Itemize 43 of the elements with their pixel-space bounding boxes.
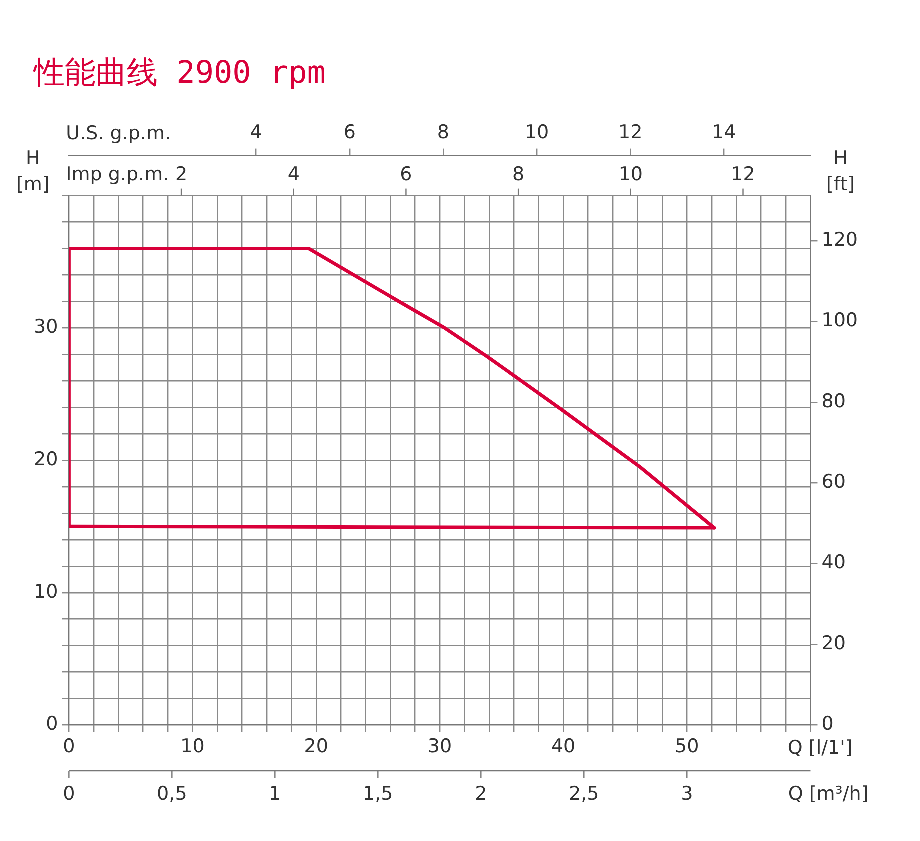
y2-tick-label: 60	[822, 471, 846, 494]
y2-tick-label: 100	[822, 310, 858, 332]
text: Q [m³/h]	[788, 782, 869, 805]
x2-tick-label: 14	[712, 121, 736, 144]
x2-tick-label: 4	[250, 121, 262, 144]
text: 1	[269, 782, 282, 805]
text: 4	[288, 164, 300, 186]
y-tick-label: 30	[34, 316, 58, 338]
text: 2	[475, 782, 488, 805]
text: 12	[731, 164, 756, 186]
x-tick-label: 10	[180, 736, 205, 758]
x-tick-label: 40	[551, 736, 576, 758]
text: 0,5	[157, 782, 188, 805]
chart-title: 性能曲线 2900 rpm	[34, 54, 326, 93]
y-tick-label: 10	[34, 580, 58, 603]
text: 10	[618, 164, 643, 186]
x-tick-label: 0	[63, 736, 76, 758]
text: 0	[63, 782, 76, 805]
text: 6	[400, 164, 412, 186]
y2-axis-title: H [ft]	[826, 148, 856, 196]
y2-tick-label: 20	[822, 632, 846, 654]
text: 8	[512, 164, 525, 186]
x-tick-label: 30	[428, 736, 452, 758]
x2-tick-label: 10	[524, 121, 550, 144]
y2-tick-label: 40	[822, 552, 846, 574]
text: 1,5	[363, 782, 394, 805]
text: 2	[175, 164, 188, 186]
x-tick-label: 20	[304, 736, 328, 758]
y2-tick-label: 120	[822, 228, 858, 251]
y2-tick-label: 0	[822, 713, 834, 736]
y-axis-title: H [m]	[16, 148, 50, 196]
x2-tick-label: 8	[437, 121, 450, 144]
x2-tick-label: 6	[344, 121, 356, 144]
x2-tick-label: 12	[618, 121, 643, 144]
text: 3	[681, 782, 694, 805]
x2-axis-title: U.S. g.p.m.	[66, 122, 172, 145]
y2-tick-label: 80	[822, 390, 846, 412]
y-tick-label: 0	[46, 713, 58, 736]
text: 2,5	[569, 782, 600, 805]
x-axis-title: Q [l/1']	[788, 737, 853, 760]
text: Imp g.p.m.	[66, 164, 170, 186]
y-tick-label: 20	[34, 448, 58, 470]
x-tick-label: 50	[675, 736, 700, 758]
